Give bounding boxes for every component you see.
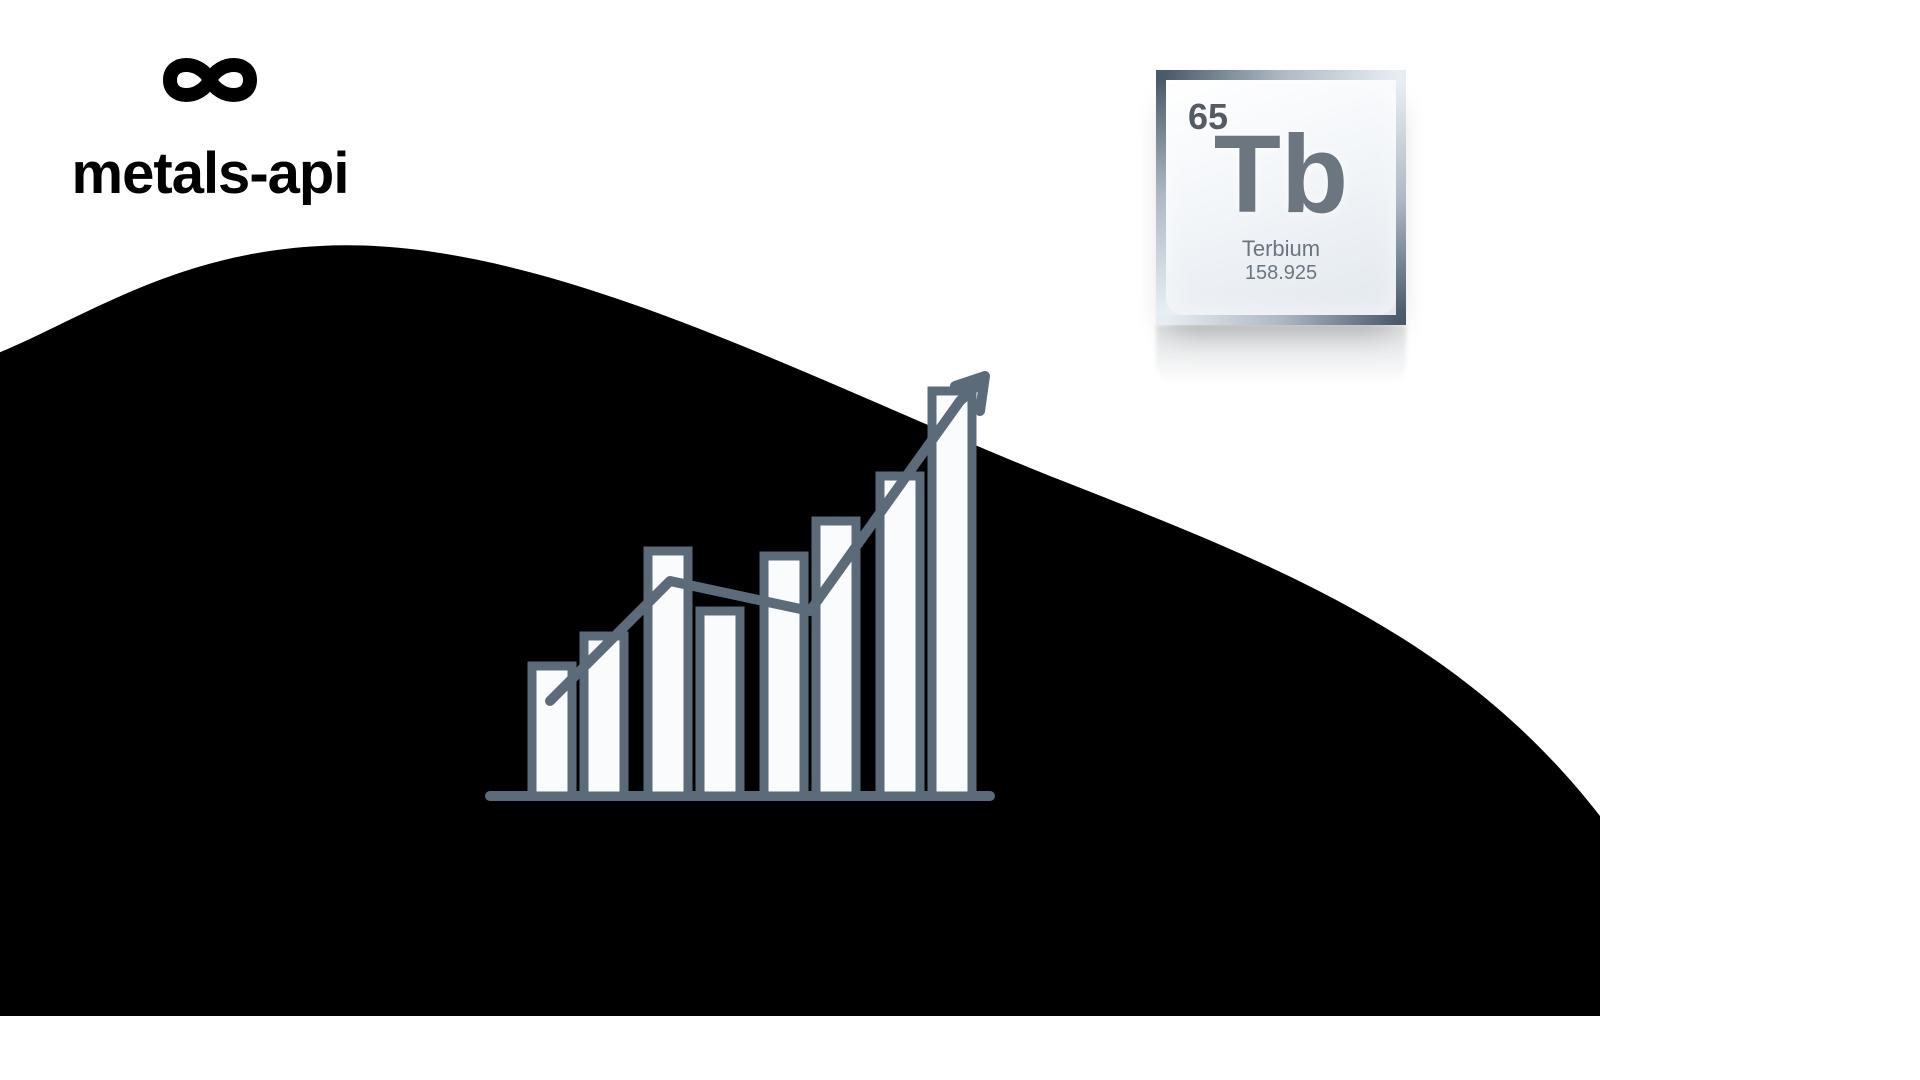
growth-chart-svg bbox=[470, 276, 1010, 816]
element-tile: 65 Tb Terbium 158.925 bbox=[1156, 70, 1406, 325]
growth-chart bbox=[470, 276, 1010, 816]
element-tile-reflection bbox=[1156, 325, 1406, 385]
element-mass: 158.925 bbox=[1245, 262, 1317, 285]
element-atomic-number: 65 bbox=[1188, 96, 1228, 138]
brand-logo: metals-api bbox=[20, 40, 400, 207]
element-symbol: Tb bbox=[1214, 120, 1348, 230]
infinity-icon bbox=[130, 40, 290, 120]
brand-name: metals-api bbox=[20, 140, 400, 207]
element-name: Terbium bbox=[1242, 236, 1320, 262]
